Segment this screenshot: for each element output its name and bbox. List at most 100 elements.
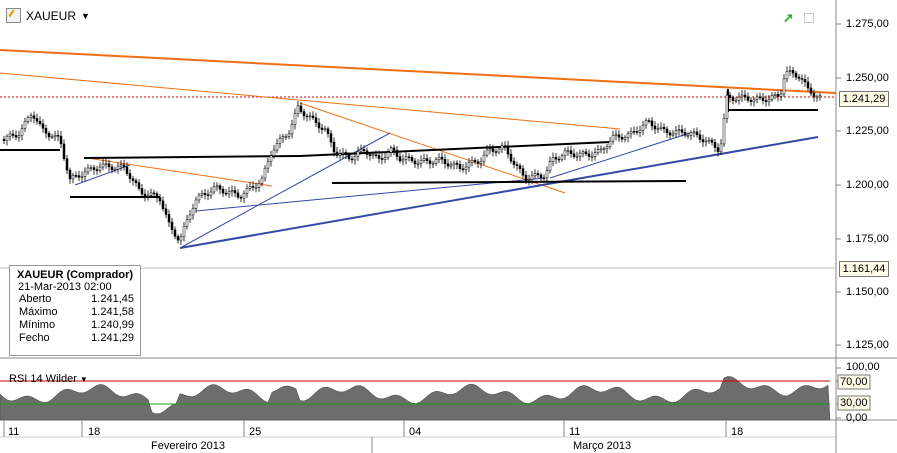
info-value: 1.241,45 [91,293,134,305]
candle-body [212,186,216,193]
candle-body [806,81,810,89]
candle-body [29,115,33,118]
candle-body [815,96,819,99]
candle-body [299,105,303,112]
info-label: Mínimo [19,319,56,331]
candle-body [536,173,540,176]
candle-body [68,169,72,180]
candle-body [581,151,585,154]
candle-body [125,166,129,174]
candle-body [101,163,105,168]
candle-body [809,87,813,94]
chevron-down-icon[interactable]: ▼ [79,375,88,384]
maximize-icon[interactable] [803,13,814,23]
candle-body [218,185,222,190]
blue-line-3 [549,132,691,179]
candle-body [728,94,732,99]
candle-body [647,120,651,122]
candle-body [791,70,795,74]
candle-body [326,128,330,134]
candle-body [671,133,675,136]
candle-body [350,158,354,161]
candle-body [164,208,168,215]
candle-body [611,135,615,142]
candle-body [191,208,195,216]
candle-body [359,149,363,152]
candle-body [695,131,699,136]
candle-body [494,151,498,153]
candle-body [11,133,15,136]
candle-body [476,161,480,164]
candle-body [800,78,804,80]
candle-body [761,97,765,101]
support-resistance-lines [0,89,818,198]
candle-body [593,152,597,157]
info-date: 21-Mar-2013 02:00 [18,281,112,293]
candle-body [623,137,627,140]
candle-body [173,229,177,237]
candle-body [548,161,552,171]
trend-arrow-icon[interactable]: ➚ [783,10,794,25]
rsi-axis-label: 100,00 [846,361,880,373]
candle-body [62,143,66,159]
rsi-high-tag-box [837,374,871,390]
price-axis-ticks [836,23,841,346]
candle-body [92,167,96,170]
candle-body [314,117,318,124]
candle-body [440,156,444,160]
candle-body [620,136,624,140]
candle-body [179,236,183,241]
price-axis-label: 1.200,00 [846,179,889,191]
candle-body [377,155,381,159]
candle-body [380,158,384,160]
candle-body [302,111,306,117]
candle-body [818,95,822,98]
cursor-price-tag: 1.161,44 [839,261,889,277]
symbol-selector[interactable]: XAUEUR ▼ [6,8,90,23]
candle-body [263,167,267,179]
candle-body [782,78,786,95]
candle-body [722,118,726,145]
candle-body [146,194,150,197]
candle-body [707,139,711,142]
pencil-icon[interactable] [6,8,21,23]
candle-body [629,131,633,135]
candle-body [341,152,345,155]
info-label: Fecho [19,332,50,344]
candle-body [515,164,519,166]
candle-body [692,131,696,134]
candle-body [527,179,531,181]
chevron-down-icon[interactable]: ▼ [81,10,90,21]
candle-body [635,131,639,133]
candle-body [50,136,54,139]
candle-body [242,193,246,199]
candle-body [38,120,42,124]
candle-body [32,115,36,119]
candle-body [137,182,141,189]
candle-body [401,159,405,162]
candle-body [245,188,249,194]
candle-body [317,122,321,129]
candle-body [632,131,636,133]
candle-body [404,156,408,160]
blue-trendline-main [179,136,819,249]
date-tick-label: 18 [731,426,744,438]
info-label: Máximo [19,306,58,318]
candle-body [266,161,270,169]
candle-body [641,124,645,131]
candle-body [320,127,324,130]
candle-body [680,129,684,133]
candle-body [332,141,336,153]
rsi-indicator-selector[interactable]: RSI 14 Wilder ▼ [9,373,88,385]
candle-body [509,153,513,162]
candle-body [431,162,435,165]
price-axis-label: 1.125,00 [846,339,889,351]
candle-body [467,162,471,168]
candle-body [656,128,660,130]
candle-body [683,131,687,136]
candle-body [407,156,411,159]
candle-body [353,156,357,161]
candle-body [197,194,201,201]
candle-body [416,163,420,165]
